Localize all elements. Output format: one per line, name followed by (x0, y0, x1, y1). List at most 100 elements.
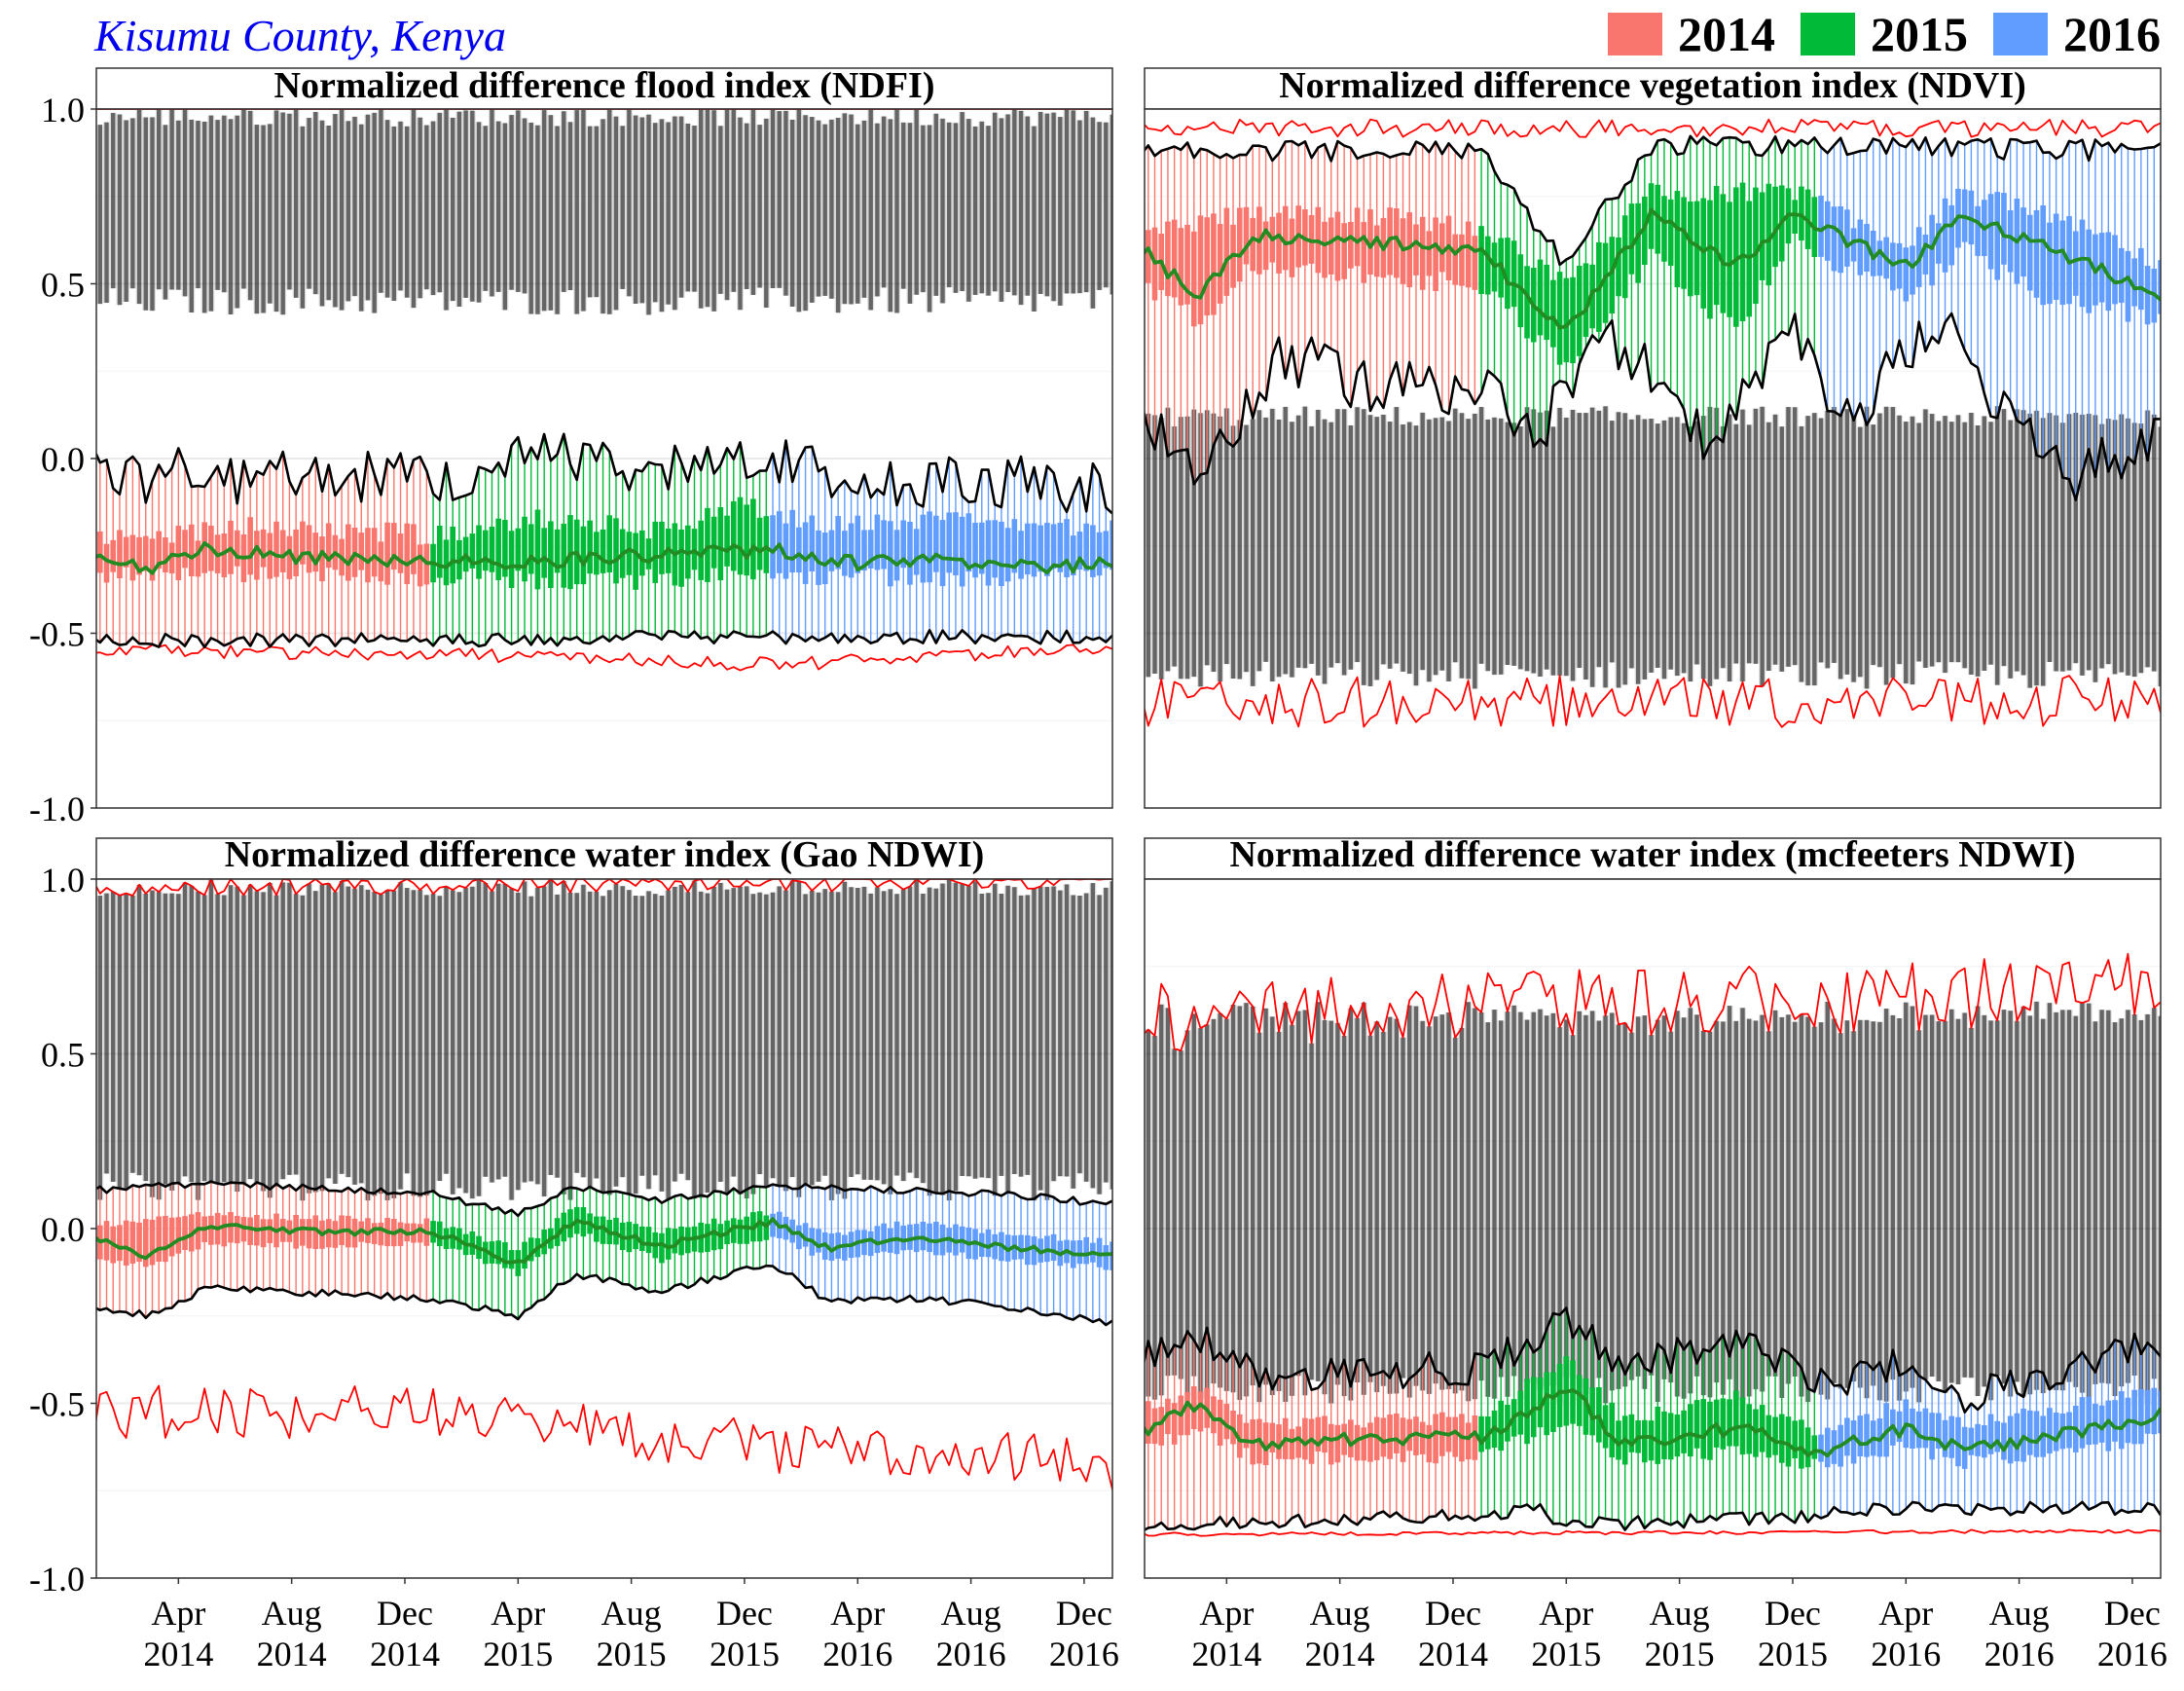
point-column (2138, 423, 2144, 674)
point-haze (788, 880, 796, 1178)
point-column (1367, 415, 1373, 686)
point-column (1025, 116, 1030, 296)
point-haze (2032, 410, 2040, 686)
point-haze (227, 119, 235, 314)
median-line (96, 541, 1112, 575)
point-column (653, 123, 658, 303)
point-column (287, 113, 292, 290)
point-column (2066, 1010, 2072, 1382)
point-column (1596, 410, 1602, 668)
point-haze (1190, 1013, 1198, 1377)
point-haze (1268, 408, 1276, 682)
point-column (2119, 1018, 2124, 1387)
point-haze (782, 110, 789, 296)
point-column (1812, 413, 1817, 686)
point-haze (1393, 407, 1401, 664)
box (1348, 1419, 1354, 1458)
box (613, 1217, 619, 1245)
box (1922, 1408, 1929, 1449)
box (123, 1220, 129, 1267)
point-haze (1347, 424, 1355, 670)
point-haze (665, 122, 673, 305)
point-haze (959, 112, 966, 292)
point-column (541, 886, 547, 1197)
point-column (849, 114, 854, 305)
box (1083, 523, 1089, 571)
point-haze (1151, 415, 1159, 674)
point-haze (1556, 1027, 1564, 1403)
box (978, 522, 985, 574)
box (1110, 520, 1112, 570)
point-haze (1752, 408, 1760, 664)
point-column (2020, 410, 2026, 676)
point-haze (1830, 1018, 1838, 1383)
point-column (1877, 413, 1882, 668)
box (482, 1241, 489, 1265)
box (228, 1212, 234, 1243)
point-haze (1745, 1018, 1753, 1397)
point-haze (442, 886, 450, 1174)
point-haze (952, 123, 960, 293)
point-column (601, 119, 605, 314)
box (1583, 1378, 1589, 1435)
point-haze (410, 890, 418, 1196)
point-column (1858, 1019, 1863, 1388)
box (489, 1241, 495, 1264)
point-haze (1837, 413, 1844, 680)
box (770, 515, 776, 579)
point-haze (514, 892, 522, 1191)
point-column (476, 879, 482, 1196)
box (103, 543, 110, 583)
box (672, 1229, 678, 1254)
point-haze (1543, 410, 1550, 670)
point-column (678, 884, 684, 1174)
point-column (1090, 883, 1096, 1189)
point-column (2073, 412, 2078, 664)
x-tick-year: 2016 (1984, 1635, 2055, 1673)
point-haze (488, 891, 495, 1183)
point-column (1747, 1018, 1752, 1397)
point-column (1694, 421, 1699, 665)
point-column (2106, 1010, 2111, 1384)
point-column (1459, 1027, 1465, 1391)
box (2014, 1413, 2020, 1462)
chart-panel-3: Normalized difference water index (Gao N… (29, 834, 1119, 1673)
x-tick-year: 2015 (597, 1635, 667, 1673)
point-haze (1706, 406, 1714, 686)
point-column (502, 883, 508, 1177)
point-haze (1262, 1008, 1270, 1385)
point-haze (2039, 1018, 2047, 1394)
point-column (1838, 1033, 1843, 1389)
point-haze (2150, 1008, 2158, 1379)
point-haze (769, 109, 777, 289)
point-column (555, 126, 560, 314)
legend-item-2016: 2016 (1993, 6, 2161, 62)
point-haze (1177, 1050, 1184, 1379)
box (861, 530, 867, 571)
box (1936, 1413, 1942, 1449)
box (888, 521, 893, 587)
point-column (150, 890, 155, 1197)
box (1850, 228, 1857, 262)
box (2072, 231, 2079, 296)
point-haze (1010, 887, 1018, 1175)
box (1387, 1414, 1393, 1459)
box (2105, 1400, 2112, 1452)
point-column (562, 880, 566, 1195)
x-tick-year: 2014 (1305, 1635, 1375, 1673)
point-haze (677, 884, 685, 1174)
box (633, 533, 638, 590)
point-haze (926, 125, 933, 312)
box (136, 1222, 142, 1263)
point-column (627, 109, 632, 297)
point-haze (1236, 420, 1244, 680)
point-haze (1738, 1008, 1746, 1400)
min-line (1145, 675, 2161, 728)
point-haze (1961, 422, 1969, 669)
point-haze (1615, 1024, 1622, 1389)
point-column (1071, 895, 1075, 1189)
point-column (1740, 409, 1745, 682)
point-haze (579, 884, 587, 1178)
legend-label-2016: 2016 (2063, 7, 2161, 61)
point-haze (984, 893, 992, 1179)
